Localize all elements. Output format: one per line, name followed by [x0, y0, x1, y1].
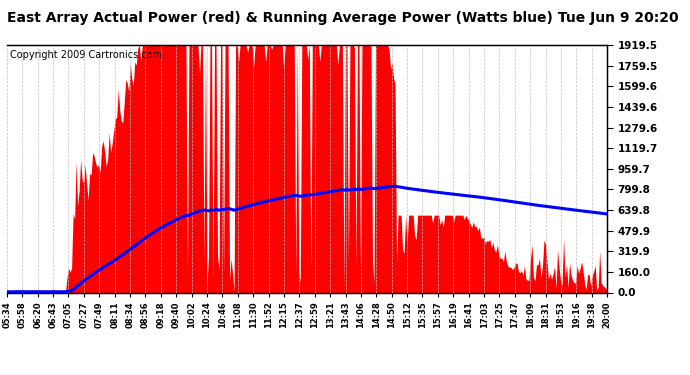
- Text: East Array Actual Power (red) & Running Average Power (Watts blue) Tue Jun 9 20:: East Array Actual Power (red) & Running …: [7, 11, 678, 25]
- Text: Copyright 2009 Cartronics.com: Copyright 2009 Cartronics.com: [10, 50, 162, 60]
